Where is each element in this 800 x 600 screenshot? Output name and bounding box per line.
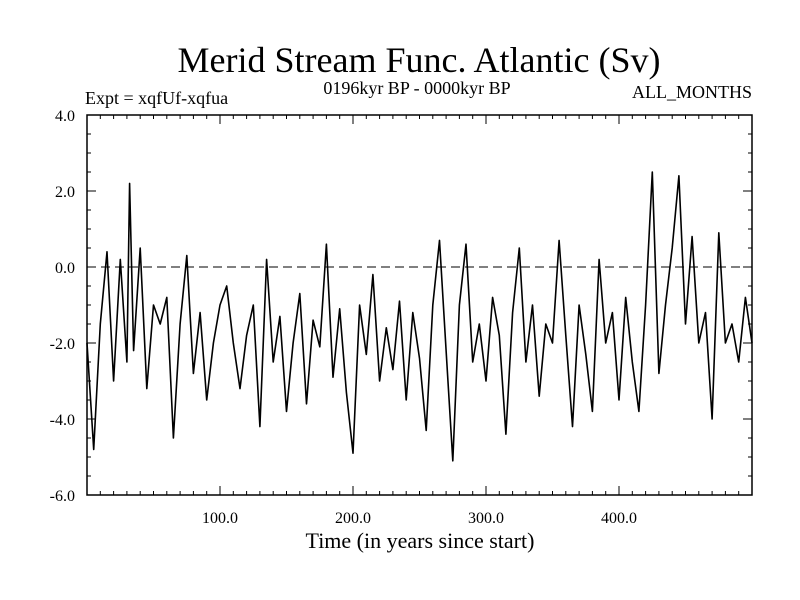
x-tick-label: 100.0 [202, 510, 238, 527]
x-axis-label: Time (in years since start) [306, 528, 535, 553]
x-tick-label: 300.0 [468, 510, 504, 527]
x-tick-label: 200.0 [335, 510, 371, 527]
y-tick-label: -6.0 [50, 488, 75, 505]
chart-title: Merid Stream Func. Atlantic (Sv) [178, 40, 661, 80]
series-line [86, 171, 753, 462]
experiment-label: Expt = xqfUf-xqfua [85, 88, 228, 108]
y-tick-label: 2.0 [55, 184, 75, 201]
plot-frame [86, 114, 753, 496]
y-tick-label: -4.0 [50, 412, 75, 429]
y-tick-label: 4.0 [55, 108, 75, 125]
plot-area: 100.0 200.0 300.0 400.0 -6.0 -4.0 -2.0 0.0 2.0 4.… [50, 108, 753, 527]
months-label: ALL_MONTHS [632, 82, 752, 102]
y-tick-label: -2.0 [50, 336, 75, 353]
x-tick-label: 400.0 [601, 510, 637, 527]
y-tick-label: 0.0 [55, 260, 75, 277]
time-range-label: 0196kyr BP - 0000kyr BP [323, 78, 510, 98]
